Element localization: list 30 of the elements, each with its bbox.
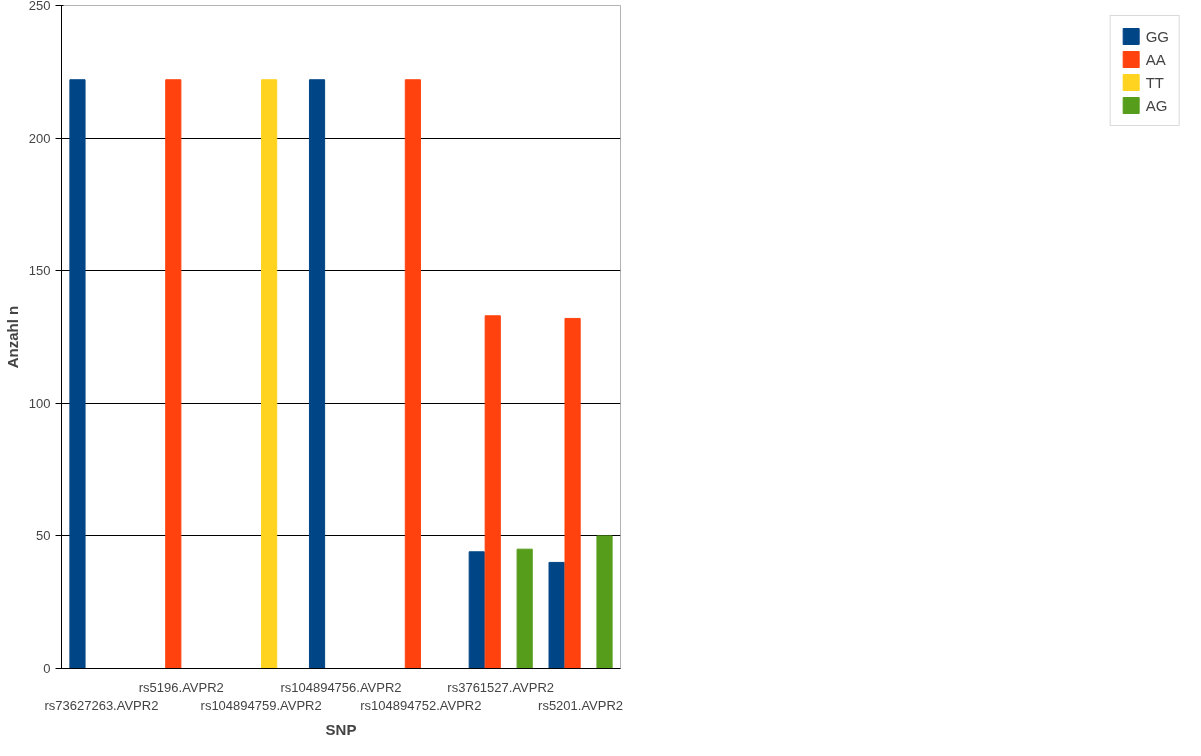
- x-tick-label: rs104894752.AVPR2: [360, 697, 482, 713]
- legend-label: AA: [1145, 50, 1166, 68]
- y-tick-label: 200: [28, 130, 51, 146]
- bar: [468, 551, 485, 669]
- y-tick-label: 100: [28, 395, 51, 411]
- x-tick-label: rs5201.AVPR2: [538, 697, 624, 713]
- legend-label: TT: [1145, 73, 1165, 91]
- x-tick-label: rs3761527.AVPR2: [447, 679, 555, 695]
- y-tick-label: 50: [36, 528, 51, 544]
- x-tick-label: rs5196.AVPR2: [138, 679, 224, 695]
- bar: [548, 561, 565, 669]
- bar: [564, 317, 581, 669]
- bar: [69, 79, 86, 669]
- bar: [308, 79, 326, 669]
- bar: [404, 79, 421, 669]
- bar: [516, 548, 533, 669]
- bar: [596, 535, 613, 669]
- legend-label: GG: [1145, 27, 1169, 45]
- y-tick-label: 150: [28, 263, 51, 279]
- x-tick-label: rs104894756.AVPR2: [280, 679, 402, 695]
- bar: [261, 79, 278, 669]
- x-tick-label: rs73627263.AVPR2: [44, 697, 159, 713]
- legend-label: AG: [1145, 96, 1168, 114]
- x-tick-label: rs104894759.AVPR2: [200, 697, 322, 713]
- x-axis-title: SNP: [325, 720, 357, 738]
- y-axis-title: Anzahl n: [3, 305, 21, 369]
- bar: [484, 315, 501, 669]
- y-tick-label: 250: [28, 0, 51, 13]
- bar: [165, 79, 182, 669]
- y-tick-label: 0: [43, 661, 51, 676]
